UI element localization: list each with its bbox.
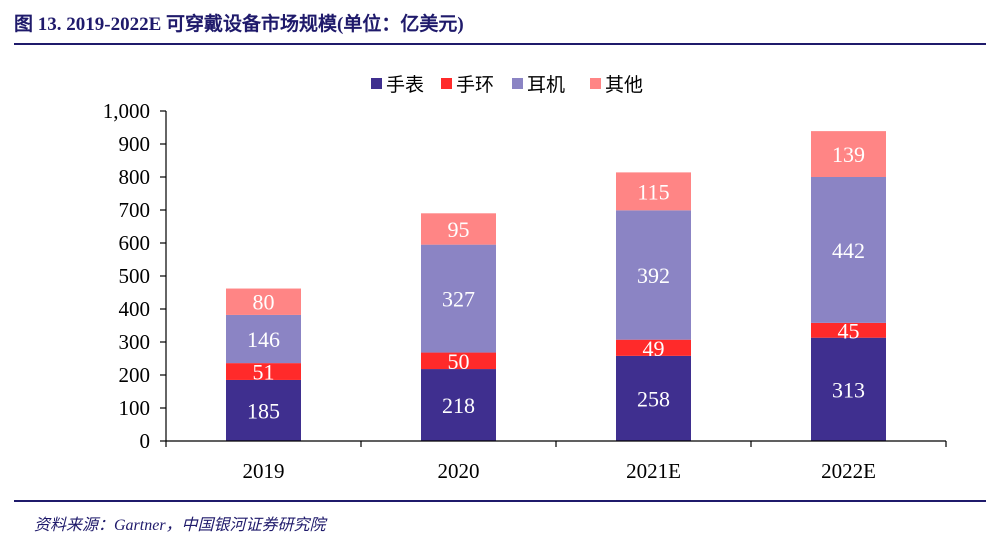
chart-legend: 手表 手环 耳机 其他	[371, 74, 643, 96]
data-label: 95	[448, 217, 470, 242]
legend-swatch	[441, 78, 452, 89]
data-label: 146	[247, 327, 280, 352]
legend-swatch	[512, 78, 523, 89]
data-label: 392	[637, 263, 670, 288]
data-label: 442	[832, 238, 865, 263]
x-tick-label: 2019	[243, 459, 285, 483]
bar-segment	[616, 210, 691, 340]
bar-segment	[226, 379, 301, 441]
bar-segment	[811, 131, 886, 177]
x-tick-label: 2022E	[821, 459, 876, 483]
figure-title: 图 13. 2019-2022E 可穿戴设备市场规模(单位：亿美元)	[14, 14, 464, 35]
data-label: 258	[637, 386, 670, 411]
data-label: 327	[442, 287, 475, 312]
data-label: 313	[832, 377, 865, 402]
bar-segment	[421, 244, 496, 353]
data-label: 45	[838, 318, 860, 343]
bar-segment	[226, 363, 301, 380]
data-label: 218	[442, 393, 475, 418]
data-label: 50	[448, 349, 470, 374]
y-tick-label: 700	[119, 198, 151, 222]
source-note: 资料来源：Gartner，中国银河证券研究院	[34, 517, 326, 534]
bar-segment	[811, 322, 886, 338]
legend-swatch	[371, 78, 382, 89]
bar-segment	[421, 369, 496, 441]
data-label: 80	[253, 290, 275, 315]
x-axis: 2019 2020 2021E 2022E	[165, 440, 947, 483]
y-tick-label: 300	[119, 330, 151, 354]
bar-segment	[616, 355, 691, 441]
top-rule	[14, 43, 986, 45]
bar-segment	[811, 337, 886, 441]
x-tick-label: 2021E	[626, 459, 681, 483]
bar-segment	[616, 339, 691, 356]
bar-segment	[226, 314, 301, 364]
data-label: 49	[643, 336, 665, 361]
bars: 185 51 146 80 218 50 327 95 258 49 392 115 313 45 442 1…	[226, 131, 886, 441]
y-tick-label: 100	[119, 396, 151, 420]
legend-swatch	[590, 78, 601, 89]
y-tick-label: 900	[119, 132, 151, 156]
data-label: 139	[832, 142, 865, 167]
x-tick-label: 2020	[438, 459, 480, 483]
bar-segment	[421, 352, 496, 370]
y-axis: 0 100 200 300 400 500 600 700 800 900 1,000	[103, 99, 167, 453]
legend-label: 耳机	[527, 74, 565, 96]
bar-segment	[616, 172, 691, 211]
bar-segment	[226, 288, 301, 315]
data-label: 51	[253, 360, 275, 385]
y-tick-label: 600	[119, 231, 151, 255]
legend-label: 其他	[605, 74, 643, 96]
bar-segment	[811, 177, 886, 323]
y-tick-label: 0	[140, 429, 151, 453]
y-tick-label: 500	[119, 264, 151, 288]
legend-label: 手环	[456, 74, 494, 96]
y-tick-label: 200	[119, 363, 151, 387]
data-label: 185	[247, 398, 280, 423]
y-tick-label: 800	[119, 165, 151, 189]
bar-segment	[421, 213, 496, 245]
data-label: 115	[637, 179, 669, 204]
bottom-rule	[14, 500, 986, 502]
y-tick-label: 1,000	[103, 99, 150, 123]
y-tick-label: 400	[119, 297, 151, 321]
legend-label: 手表	[386, 74, 424, 96]
